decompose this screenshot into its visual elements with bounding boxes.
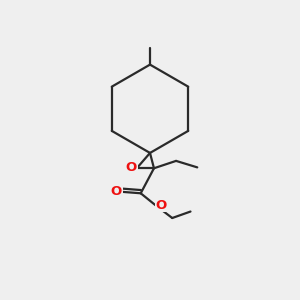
Text: O: O [155,199,167,212]
Text: O: O [111,185,122,198]
Text: O: O [126,161,137,174]
